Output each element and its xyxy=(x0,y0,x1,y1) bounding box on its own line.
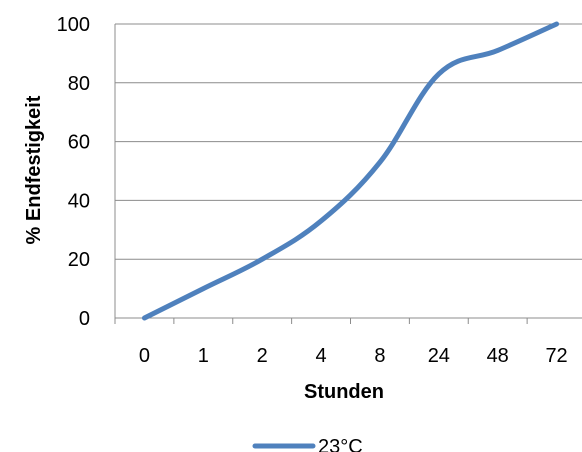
x-tick-label: 48 xyxy=(487,345,509,367)
x-tick-label: 2 xyxy=(257,345,268,367)
series-line-0 xyxy=(141,21,560,321)
x-tick-label: 1 xyxy=(198,345,209,367)
y-tick-label: 100 xyxy=(57,14,90,36)
y-tick-label: 40 xyxy=(68,190,90,212)
y-axis-tick-labels: 0 20 40 60 80 100 xyxy=(57,14,90,330)
x-axis-title: Stunden xyxy=(304,381,384,403)
x-tick-label: 8 xyxy=(374,345,385,367)
series-group xyxy=(141,21,560,321)
gridlines xyxy=(115,23,582,319)
y-axis-title: % Endfestigkeit xyxy=(23,95,45,244)
plot-frame xyxy=(114,24,528,324)
x-axis-tick-labels: 0 1 2 4 8 24 48 72 xyxy=(139,345,568,367)
x-tick-label: 4 xyxy=(316,345,327,367)
x-tick-label: 72 xyxy=(545,345,567,367)
y-tick-label: 80 xyxy=(68,73,90,95)
y-tick-label: 0 xyxy=(79,308,90,330)
legend-label: 23°C xyxy=(318,436,363,452)
y-tick-label: 60 xyxy=(68,132,90,154)
legend: 23°C xyxy=(252,436,363,452)
y-tick-label: 20 xyxy=(68,249,90,271)
x-tick-label: 24 xyxy=(428,345,450,367)
x-tick-label: 0 xyxy=(139,345,150,367)
